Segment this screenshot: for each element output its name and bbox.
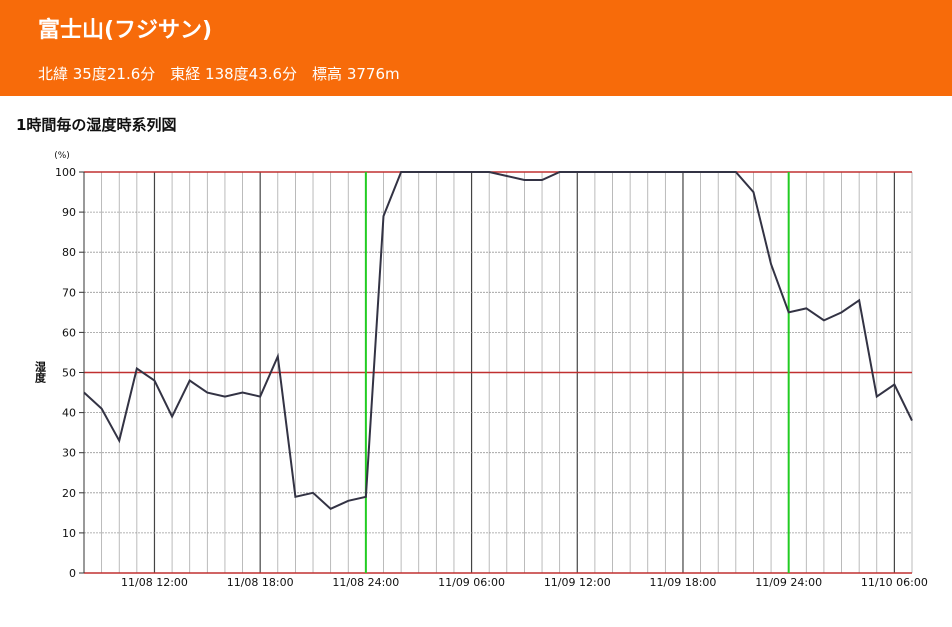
x-tick-label: 11/09 12:00	[544, 576, 611, 589]
y-tick-label: 0	[69, 567, 76, 580]
y-tick-label: 70	[62, 286, 76, 299]
y-tick-label: 40	[62, 407, 76, 420]
chart: 1時間毎の湿度時系列図 (%) 湿度 11/08 12:00 11/08 18:0…	[16, 116, 928, 589]
y-tick-label: 60	[62, 326, 76, 339]
x-tick-label: 11/09 24:00	[755, 576, 822, 589]
x-tick-label: 11/10 06:00	[861, 576, 928, 589]
y-tick-label: 30	[62, 447, 76, 460]
station-title: 富士山(フジサン)	[38, 18, 213, 43]
x-tick-label: 11/09 06:00	[438, 576, 505, 589]
y-tick-label: 80	[62, 246, 76, 259]
station-info: 北緯 35度21.6分 東経 138度43.6分 標高 3776m	[38, 65, 400, 83]
y-tick-label: 10	[62, 527, 76, 540]
header: 富士山(フジサン) 北緯 35度21.6分 東経 138度43.6分 標高 37…	[0, 0, 952, 96]
y-axis-label: 湿度	[34, 360, 47, 384]
x-tick-label: 11/08 18:00	[227, 576, 294, 589]
series-line	[83, 171, 913, 511]
y-tick-label: 50	[62, 367, 76, 380]
y-tick-label: 90	[62, 206, 76, 219]
y-tick-label: 20	[62, 487, 76, 500]
x-tick-label: 11/08 12:00	[121, 576, 188, 589]
x-tick-label: 11/09 18:00	[650, 576, 717, 589]
y-unit: (%)	[54, 151, 70, 161]
x-tick-label: 11/08 24:00	[332, 576, 399, 589]
chart-title: 1時間毎の湿度時系列図	[16, 116, 176, 134]
y-tick-label: 100	[55, 166, 76, 179]
